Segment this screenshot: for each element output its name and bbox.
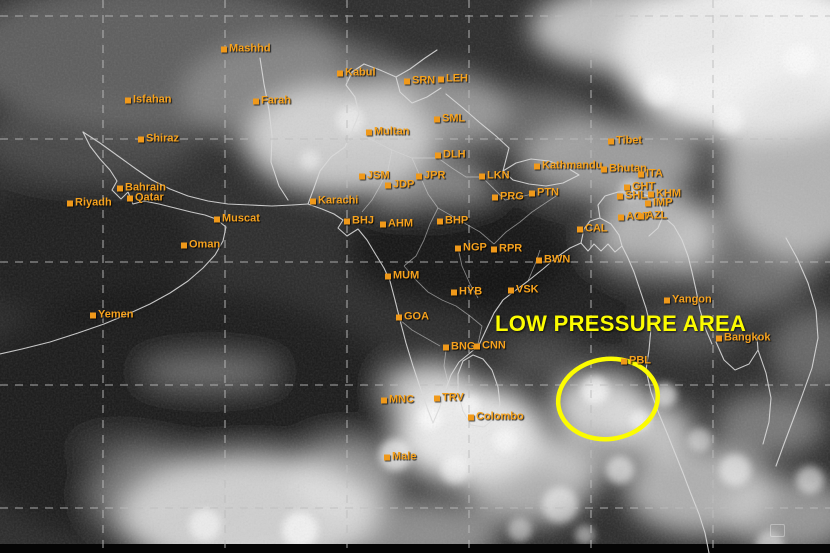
low-pressure-label: LOW PRESSURE AREA [495, 311, 747, 336]
low-pressure-ellipse [555, 356, 661, 442]
coastlines [0, 49, 819, 553]
watermark-icon [770, 524, 785, 537]
